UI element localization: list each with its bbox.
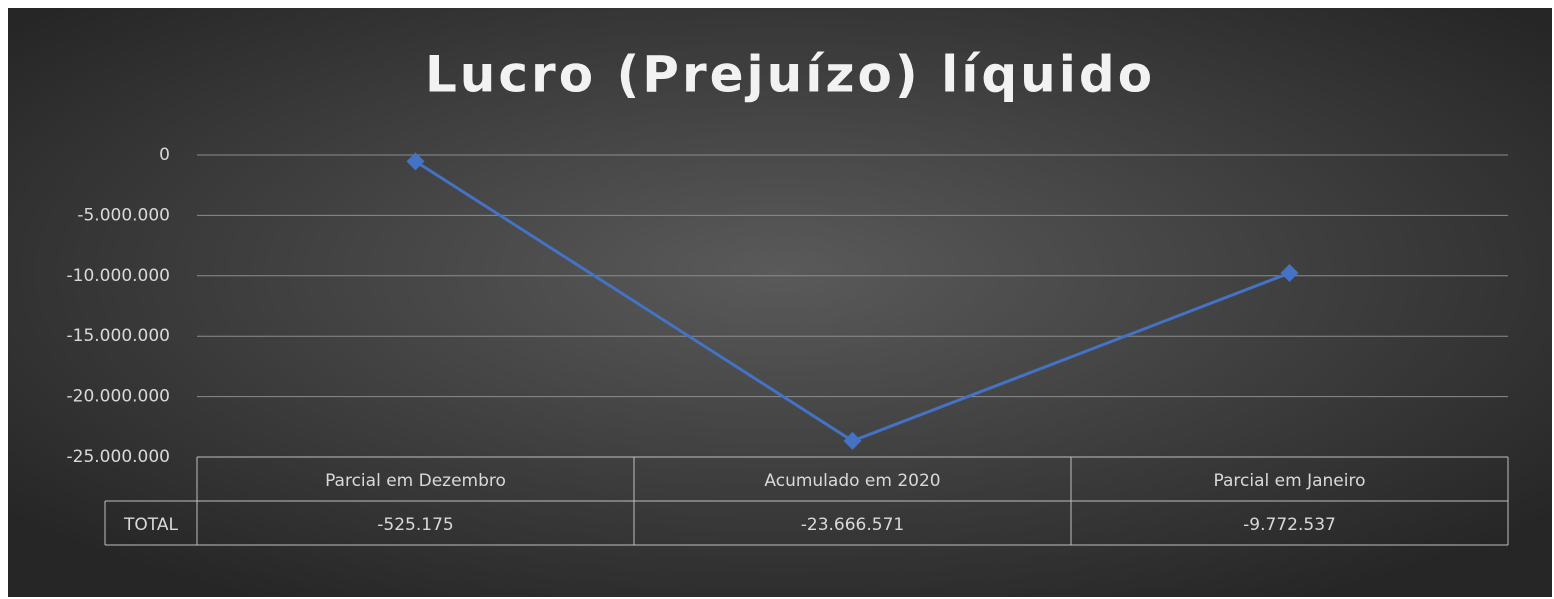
- x-tick-label: Parcial em Janeiro: [1214, 471, 1366, 491]
- chart-background: [8, 8, 1552, 597]
- table-value: -9.772.537: [1243, 515, 1336, 535]
- y-tick-label: 0: [159, 145, 170, 165]
- marker: [843, 431, 862, 450]
- table-value: -23.666.571: [801, 515, 904, 535]
- marker: [406, 152, 425, 171]
- x-tick-label: Acumulado em 2020: [764, 471, 940, 491]
- marker: [1280, 264, 1299, 283]
- y-tick-label: -10.000.000: [67, 266, 170, 286]
- chart-title: Lucro (Prejuízo) líquido: [425, 46, 1155, 104]
- y-tick-label: -20.000.000: [67, 387, 170, 407]
- y-tick-label: -15.000.000: [67, 326, 170, 346]
- series-name: TOTAL: [123, 515, 178, 535]
- y-tick-label: -5.000.000: [77, 205, 170, 225]
- table-value: -525.175: [377, 515, 453, 535]
- y-tick-label: -25.000.000: [67, 447, 170, 467]
- x-tick-label: Parcial em Dezembro: [325, 471, 506, 491]
